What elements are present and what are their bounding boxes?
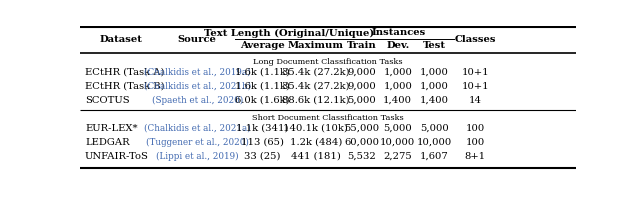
Text: 8+1: 8+1 xyxy=(465,152,486,160)
Text: SCOTUS: SCOTUS xyxy=(85,96,129,105)
Text: 60,000: 60,000 xyxy=(344,138,380,147)
Text: 100: 100 xyxy=(466,138,485,147)
Text: Instances: Instances xyxy=(371,28,426,37)
Text: 10,000: 10,000 xyxy=(380,138,415,147)
Text: 9,000: 9,000 xyxy=(348,82,376,91)
Text: (Lippi et al., 2019): (Lippi et al., 2019) xyxy=(156,152,239,160)
Text: 1,000: 1,000 xyxy=(420,68,449,77)
Text: 14: 14 xyxy=(469,96,482,105)
Text: 100: 100 xyxy=(466,124,485,133)
Text: 140.1k (10k): 140.1k (10k) xyxy=(284,124,348,133)
Text: (Chalkidis et al., 2021b): (Chalkidis et al., 2021b) xyxy=(144,82,251,91)
Text: 55,000: 55,000 xyxy=(344,124,380,133)
Text: 1,607: 1,607 xyxy=(420,152,449,160)
Text: Train: Train xyxy=(347,41,376,50)
Text: EUR-LEX*: EUR-LEX* xyxy=(85,124,138,133)
Text: (Spaeth et al., 2020): (Spaeth et al., 2020) xyxy=(152,96,243,105)
Text: 1.6k (1.1k): 1.6k (1.1k) xyxy=(234,68,289,77)
Text: 35.4k (27.2k): 35.4k (27.2k) xyxy=(282,68,349,77)
Text: 5,000: 5,000 xyxy=(348,96,376,105)
Text: 2,275: 2,275 xyxy=(383,152,412,160)
Text: 10,000: 10,000 xyxy=(417,138,452,147)
Text: 5,000: 5,000 xyxy=(420,124,449,133)
Text: 10+1: 10+1 xyxy=(461,68,489,77)
Text: Long Document Classification Tasks: Long Document Classification Tasks xyxy=(253,58,403,66)
Text: LEDGAR: LEDGAR xyxy=(85,138,129,147)
Text: 1.2k (484): 1.2k (484) xyxy=(290,138,342,147)
Text: ECtHR (Task A): ECtHR (Task A) xyxy=(85,68,164,77)
Text: 1,400: 1,400 xyxy=(383,96,412,105)
Text: 33 (25): 33 (25) xyxy=(244,152,280,160)
Text: 35.4k (27.2k): 35.4k (27.2k) xyxy=(282,82,349,91)
Text: 1.6k (1.1k): 1.6k (1.1k) xyxy=(234,82,289,91)
Text: Test: Test xyxy=(423,41,446,50)
Text: 88.6k (12.1k): 88.6k (12.1k) xyxy=(282,96,349,105)
Text: 1,400: 1,400 xyxy=(420,96,449,105)
Text: ECtHR (Task B): ECtHR (Task B) xyxy=(85,82,164,91)
Text: 1,000: 1,000 xyxy=(383,82,412,91)
Text: 1,000: 1,000 xyxy=(383,68,412,77)
Text: Dataset: Dataset xyxy=(99,35,142,44)
Text: 9,000: 9,000 xyxy=(348,68,376,77)
Text: Average: Average xyxy=(239,41,284,50)
Text: UNFAIR-ToS: UNFAIR-ToS xyxy=(85,152,149,160)
Text: (Chalkidis et al., 2019a): (Chalkidis et al., 2019a) xyxy=(144,68,251,77)
Text: 1.1k (341): 1.1k (341) xyxy=(236,124,288,133)
Text: 5,532: 5,532 xyxy=(348,152,376,160)
Text: Source: Source xyxy=(178,35,217,44)
Text: Short Document Classification Tasks: Short Document Classification Tasks xyxy=(252,114,404,122)
Text: Maximum: Maximum xyxy=(288,41,344,50)
Text: (Tuggener et al., 2020): (Tuggener et al., 2020) xyxy=(146,138,249,147)
Text: Classes: Classes xyxy=(454,35,496,44)
Text: 113 (65): 113 (65) xyxy=(241,138,284,147)
Text: Text Length (Original/Unique): Text Length (Original/Unique) xyxy=(204,28,374,37)
Text: 441 (181): 441 (181) xyxy=(291,152,340,160)
Text: Dev.: Dev. xyxy=(386,41,410,50)
Text: (Chalkidis et al., 2021a): (Chalkidis et al., 2021a) xyxy=(144,124,251,133)
Text: 6.0k (1.6k): 6.0k (1.6k) xyxy=(235,96,289,105)
Text: 1,000: 1,000 xyxy=(420,82,449,91)
Text: 10+1: 10+1 xyxy=(461,82,489,91)
Text: 5,000: 5,000 xyxy=(383,124,412,133)
